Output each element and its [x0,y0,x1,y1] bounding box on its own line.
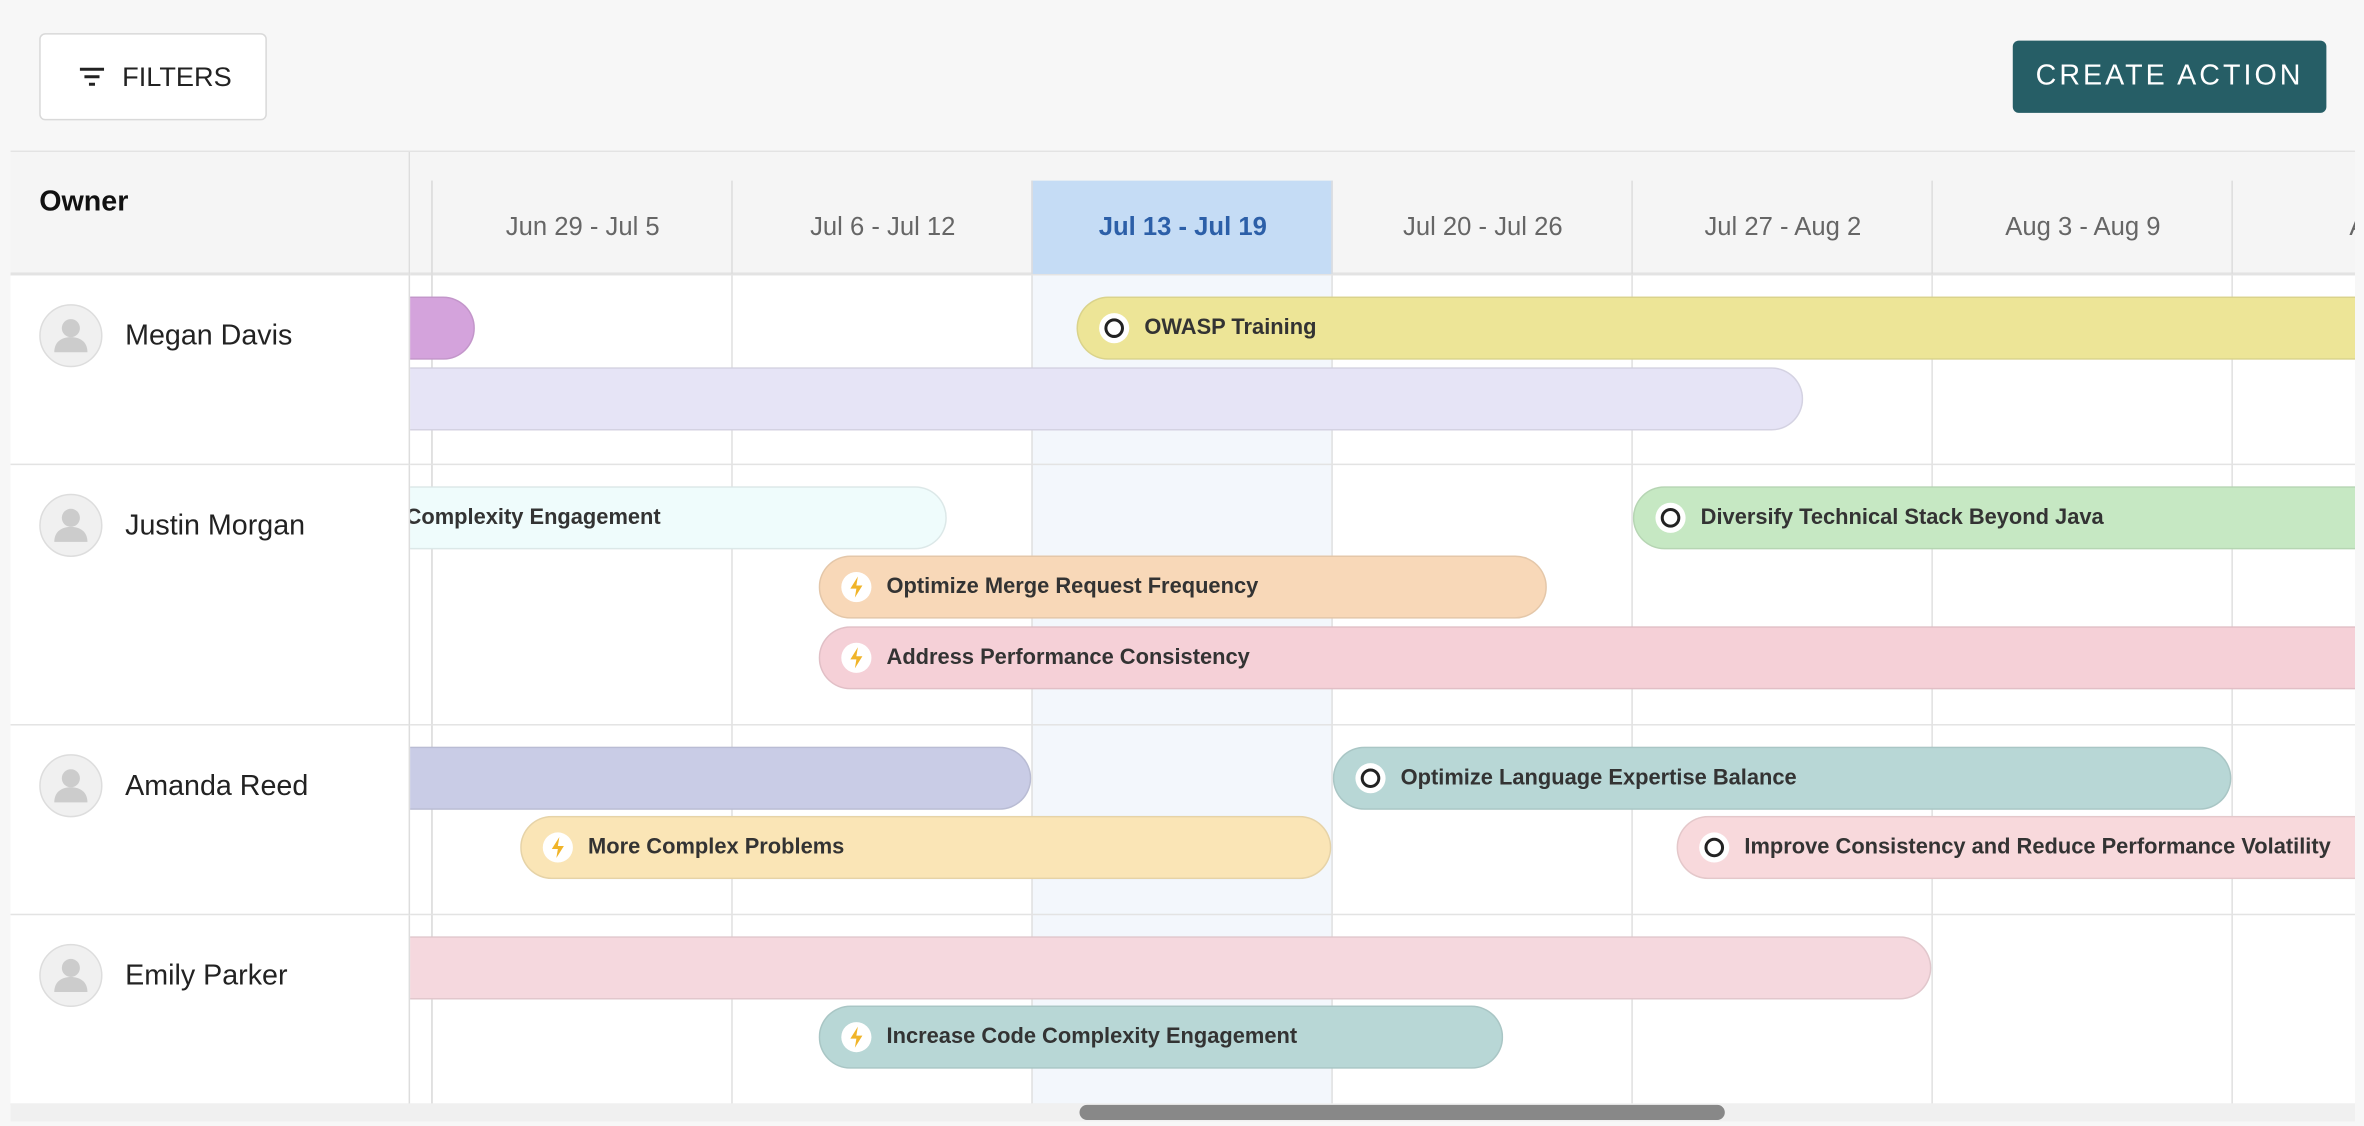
avatar-icon [54,769,88,803]
week-label: Jul 20 - Jul 26 [1331,180,1633,274]
owner-row: Megan Davis [10,275,411,466]
owner-name: Justin Morgan [125,510,306,542]
bolt-icon [841,1022,872,1053]
timeline: Jun 29 - Jul 5 Jul 6 - Jul 12 Jul 13 - Jul… [410,152,2356,1105]
owner-row: Justin Morgan [10,465,411,726]
column-line [1631,275,1633,1105]
owner-row: Emily Parker [10,915,411,1105]
column-line [1931,275,1933,1105]
week-label: Aug 3 - Aug 9 [1931,180,2233,274]
row-divider [410,913,2356,916]
status-icon [1655,502,1686,533]
action-bar[interactable] [410,367,1804,431]
header-bg [410,152,2356,276]
action-label: Optimize Merge Request Frequency [886,575,1259,600]
create-label: CREATE ACTION [2035,60,2304,92]
action-bar[interactable]: Address Performance Consistency [818,626,2356,690]
week-label: Jul 13 - Jul 19 [1031,180,1333,274]
avatar-icon [54,508,88,542]
action-bar[interactable]: Optimize Language Expertise Balance [1332,746,2232,810]
left-edge [431,180,433,1105]
circle-glyph [1660,508,1681,528]
bolt-glyph [850,576,863,598]
avatar [39,493,103,557]
row-divider [410,724,2356,726]
avatar [39,754,103,818]
action-bar[interactable]: Improve Consistency and Reduce Performan… [1676,815,2356,880]
create-action-button[interactable]: CREATE ACTION [2012,40,2327,113]
status-icon [1099,313,1130,344]
avatar-icon [54,319,88,353]
week-label: Jul 6 - Jul 12 [731,180,1033,274]
avatar-icon [54,958,88,992]
circle-glyph [1104,318,1124,338]
action-bar[interactable] [410,936,1932,1000]
action-bar[interactable] [410,746,1032,810]
owner-row: Amanda Reed [10,725,411,916]
bolt-icon [841,642,872,673]
action-bar[interactable]: Diversify Technical Stack Beyond Java [1632,486,2356,550]
scrollbar-thumb[interactable] [1079,1104,1725,1120]
week-label: Jul 27 - Aug 2 [1631,180,1933,274]
action-bar[interactable] [410,296,475,360]
week-label: Jun 29 - Jul 5 [431,180,733,274]
bolt-icon [542,832,573,863]
owner-header: Owner [10,152,411,276]
avatar [39,943,103,1008]
avatar [39,304,103,368]
column-line [731,275,733,1105]
circle-glyph [1704,837,1725,858]
filters-button[interactable]: FILTERS [39,33,267,121]
action-label: Improve Consistency and Reduce Performan… [1744,835,2331,860]
bolt-glyph [850,647,863,669]
column-line [1331,275,1333,1105]
action-bar[interactable]: OWASP Training [1076,296,2356,360]
action-label: Address Performance Consistency [886,645,1250,670]
status-icon [1355,763,1386,794]
action-label: Diversify Technical Stack Beyond Java [1700,505,2104,530]
owner-name: Amanda Reed [125,770,309,803]
week-label: Aug 1 [2231,180,2355,274]
action-label: OWASP Training [1144,316,1317,341]
row-divider [410,463,2356,466]
circle-glyph [1360,768,1381,789]
action-label: Complexity Engagement [410,505,661,530]
owner-name: Megan Davis [125,320,293,353]
owner-name: Emily Parker [125,960,288,992]
bolt-icon [841,572,872,603]
status-icon [1699,832,1730,863]
filter-icon [79,67,105,86]
action-bar[interactable]: Increase Code Complexity Engagement [818,1005,1504,1069]
action-bar[interactable]: Complexity Engagement [410,486,947,550]
bolt-glyph [850,1026,863,1048]
action-bar[interactable]: Optimize Merge Request Frequency [818,555,1547,619]
action-bar[interactable]: More Complex Problems [520,815,1332,880]
action-label: More Complex Problems [588,835,845,860]
filters-label: FILTERS [122,60,232,92]
gantt: Owner Jun 29 - Jul 5 Jul 6 - Jul 12 Jul 13… [10,150,2356,1122]
bolt-glyph [551,836,564,859]
column-line [2231,275,2233,1105]
action-label: Increase Code Complexity Engagement [886,1025,1298,1050]
action-label: Optimize Language Expertise Balance [1400,766,1797,791]
